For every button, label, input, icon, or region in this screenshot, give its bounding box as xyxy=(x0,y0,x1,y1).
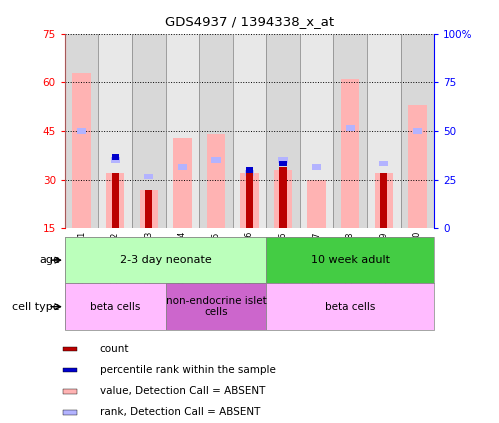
Bar xyxy=(312,164,321,170)
Bar xyxy=(72,73,91,228)
Text: value, Detection Call = ABSENT: value, Detection Call = ABSENT xyxy=(100,386,265,396)
Bar xyxy=(77,128,86,134)
Text: 2-3 day neonate: 2-3 day neonate xyxy=(120,255,212,265)
Text: count: count xyxy=(100,344,129,354)
Bar xyxy=(279,161,287,167)
Bar xyxy=(144,173,154,179)
Bar xyxy=(166,34,199,228)
Bar xyxy=(106,173,124,228)
Bar xyxy=(140,190,158,228)
Bar xyxy=(166,283,266,330)
Text: cell type: cell type xyxy=(12,302,60,312)
Bar xyxy=(178,164,187,170)
Bar xyxy=(63,410,77,415)
Bar xyxy=(65,237,266,283)
Text: non-endocrine islet
cells: non-endocrine islet cells xyxy=(166,296,266,318)
Bar xyxy=(375,173,393,228)
Bar xyxy=(63,389,77,393)
Bar xyxy=(240,173,258,228)
Bar xyxy=(401,34,434,228)
Bar xyxy=(341,79,359,228)
Bar xyxy=(63,368,77,372)
Bar xyxy=(278,157,288,163)
Bar xyxy=(112,173,119,228)
Bar xyxy=(408,105,427,228)
Bar xyxy=(110,157,120,163)
Bar xyxy=(199,34,233,228)
Bar xyxy=(246,167,253,173)
Bar xyxy=(274,170,292,228)
Bar xyxy=(65,34,98,228)
Bar xyxy=(63,347,77,351)
Text: 10 week adult: 10 week adult xyxy=(311,255,390,265)
Bar xyxy=(246,170,253,228)
Text: GDS4937 / 1394338_x_at: GDS4937 / 1394338_x_at xyxy=(165,15,334,28)
Bar xyxy=(207,135,225,228)
Bar xyxy=(266,34,300,228)
Bar xyxy=(266,237,434,283)
Bar xyxy=(233,34,266,228)
Bar xyxy=(380,173,387,228)
Bar xyxy=(307,180,326,228)
Text: percentile rank within the sample: percentile rank within the sample xyxy=(100,365,275,375)
Bar xyxy=(245,170,254,176)
Bar xyxy=(279,167,287,228)
Bar xyxy=(266,283,434,330)
Bar xyxy=(98,34,132,228)
Text: rank, Detection Call = ABSENT: rank, Detection Call = ABSENT xyxy=(100,407,260,418)
Text: age: age xyxy=(39,255,60,265)
Bar xyxy=(112,154,119,160)
Bar xyxy=(132,34,166,228)
Bar xyxy=(345,125,355,131)
Bar xyxy=(65,283,166,330)
Bar xyxy=(333,34,367,228)
Text: beta cells: beta cells xyxy=(325,302,375,312)
Bar xyxy=(173,137,192,228)
Bar xyxy=(211,157,221,163)
Bar xyxy=(379,161,389,167)
Bar xyxy=(367,34,401,228)
Bar xyxy=(413,128,422,134)
Text: beta cells: beta cells xyxy=(90,302,140,312)
Bar xyxy=(300,34,333,228)
Bar xyxy=(145,190,153,228)
